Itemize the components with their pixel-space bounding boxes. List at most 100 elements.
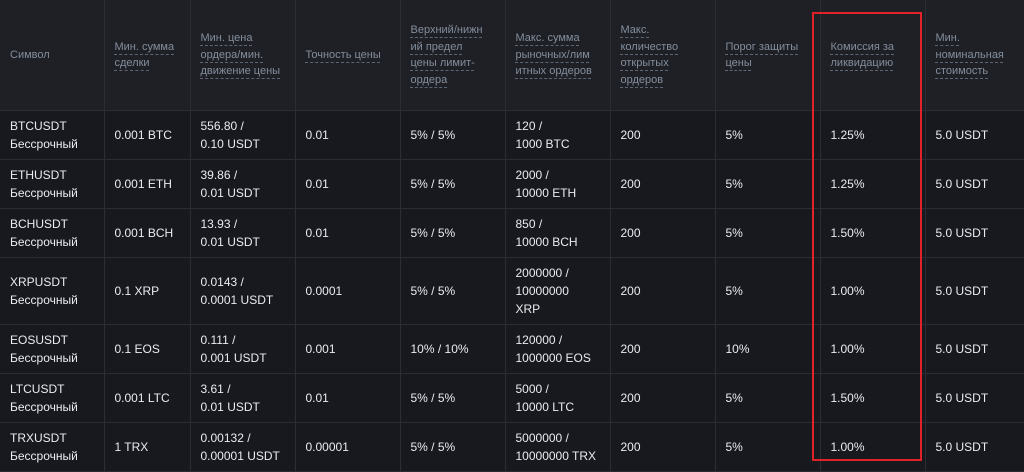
cell-text: 5% / 5% bbox=[410, 177, 456, 191]
table-cell: 0.0001 bbox=[294, 257, 401, 325]
table-cell: 1.25% bbox=[819, 159, 926, 209]
table-cell: 0.01 bbox=[294, 373, 401, 423]
column-header: Мин. номинальная стоимость bbox=[924, 0, 1024, 111]
table-cell: TRXUSDT Бессрочный bbox=[0, 422, 105, 472]
table-cell: ETHUSDT Бессрочный bbox=[0, 159, 105, 209]
cell-text: 0.001 USDT bbox=[200, 351, 267, 365]
table-cell: 5% bbox=[714, 159, 821, 209]
cell-text: 200 bbox=[620, 128, 641, 142]
cell-text: 5% bbox=[725, 177, 743, 191]
table-cell: LTCUSDT Бессрочный bbox=[0, 373, 105, 423]
cell-text: ETHUSDT bbox=[10, 168, 67, 182]
header-row: Символ Мин. сумма сделки Мин. цена ордера/ми… bbox=[0, 0, 1024, 111]
cell-text: количество bbox=[620, 40, 679, 53]
cell-text: Точность цены bbox=[305, 48, 381, 61]
cell-text: TRXUSDT bbox=[10, 431, 67, 445]
cell-text: Порог защиты bbox=[725, 40, 799, 53]
cell-text: 10% / 10% bbox=[410, 342, 469, 356]
cell-text: Бессрочный bbox=[10, 186, 78, 200]
table-cell: 10% / 10% bbox=[399, 324, 506, 374]
cell-text: 5% bbox=[725, 284, 743, 298]
table-cell: 0.001 BTC bbox=[103, 110, 191, 160]
column-header: Точность цены bbox=[294, 0, 401, 111]
table-cell: 5.0 USDT bbox=[924, 324, 1024, 374]
table-cell: 5% bbox=[714, 257, 821, 325]
cell-text: 5.0 USDT bbox=[935, 284, 989, 298]
cell-text: цены лимит- bbox=[410, 57, 475, 69]
table-cell: EOSUSDT Бессрочный bbox=[0, 324, 105, 374]
table-row: EOSUSDT Бессрочный 0.1 EOS 0.111 / 0.001 USD… bbox=[0, 324, 1024, 374]
cell-text: Верхний/нижн bbox=[410, 24, 483, 36]
cell-text: 1.00% bbox=[830, 440, 865, 454]
cell-text: 556.80 / bbox=[200, 119, 244, 133]
cell-text: цены bbox=[725, 57, 752, 69]
cell-text: BCHUSDT bbox=[10, 217, 69, 231]
table-cell: 1.50% bbox=[819, 208, 926, 258]
cell-text: 0.01 USDT bbox=[200, 235, 260, 249]
cell-text: 1.00% bbox=[830, 284, 865, 298]
cell-text: 0.01 USDT bbox=[200, 186, 260, 200]
table-cell: 5% bbox=[714, 110, 821, 160]
table-cell: 2000000 / 10000000 XRP bbox=[504, 257, 611, 325]
cell-text: ликвидацию bbox=[830, 57, 894, 69]
cell-text: 10000000 TRX bbox=[515, 449, 597, 463]
cell-text: 1.00% bbox=[830, 342, 865, 356]
table-cell: 5% / 5% bbox=[399, 159, 506, 209]
cell-text: 0.001 ETH bbox=[114, 177, 172, 191]
table-body: BTCUSDT Бессрочный 0.001 BTC 556.80 / 0.10 U… bbox=[0, 110, 1024, 472]
cell-text: EOSUSDT bbox=[10, 333, 69, 347]
cell-text: 0.0001 USDT bbox=[200, 293, 274, 307]
cell-text: 0.01 bbox=[305, 226, 329, 240]
cell-text: 5% / 5% bbox=[410, 226, 456, 240]
table-cell: 200 bbox=[609, 324, 716, 374]
table-row: BCHUSDT Бессрочный 0.001 BCH 13.93 / 0.01 US… bbox=[0, 208, 1024, 258]
cell-text: 5% bbox=[725, 128, 743, 142]
table-cell: 200 bbox=[609, 110, 716, 160]
cell-text: XRP bbox=[515, 302, 541, 316]
table-row: XRPUSDT Бессрочный 0.1 XRP 0.0143 / 0.0001 U… bbox=[0, 257, 1024, 325]
cell-text: итных ордеров bbox=[515, 65, 592, 78]
table-cell: 5% bbox=[714, 422, 821, 472]
table-cell: 5.0 USDT bbox=[924, 208, 1024, 258]
cell-text: ордера/мин. bbox=[200, 48, 264, 61]
table-cell: 200 bbox=[609, 208, 716, 258]
table-row: LTCUSDT Бессрочный 0.001 LTC 3.61 / 0.01 USD… bbox=[0, 373, 1024, 423]
table-cell: 0.001 BCH bbox=[103, 208, 191, 258]
table-cell: 3.61 / 0.01 USDT bbox=[189, 373, 296, 423]
cell-text: 200 bbox=[620, 226, 641, 240]
cell-text: номинальная bbox=[935, 48, 1004, 61]
cell-text: Макс. bbox=[620, 24, 650, 36]
table-cell: 5.0 USDT bbox=[924, 257, 1024, 325]
column-header: Комиссия за ликвидацию bbox=[819, 0, 926, 111]
cell-text: 5% / 5% bbox=[410, 440, 456, 454]
cell-text: 3.61 / bbox=[200, 382, 231, 396]
table-cell: 556.80 / 0.10 USDT bbox=[189, 110, 296, 160]
table-cell: 0.0143 / 0.0001 USDT bbox=[189, 257, 296, 325]
table-cell: 1.50% bbox=[819, 373, 926, 423]
highlight-box bbox=[812, 12, 922, 461]
table-cell: 0.00132 / 0.00001 USDT bbox=[189, 422, 296, 472]
cell-text: 0.10 USDT bbox=[200, 137, 260, 151]
cell-text: 1.25% bbox=[830, 128, 865, 142]
table-cell: 1.25% bbox=[819, 110, 926, 160]
cell-text: 0.001 bbox=[305, 342, 336, 356]
cell-text: Бессрочный bbox=[10, 235, 78, 249]
cell-text: 1.50% bbox=[830, 226, 865, 240]
cell-text: 0.00001 USDT bbox=[200, 449, 280, 463]
cell-text: сделки bbox=[114, 57, 150, 69]
cell-text: 5.0 USDT bbox=[935, 391, 989, 405]
cell-text: 5.0 USDT bbox=[935, 440, 989, 454]
table-cell: 5.0 USDT bbox=[924, 422, 1024, 472]
cell-text: 0.00132 / bbox=[200, 431, 251, 445]
cell-text: 10000 BCH bbox=[515, 235, 578, 249]
cell-text: ордера bbox=[410, 73, 448, 86]
cell-text: 200 bbox=[620, 440, 641, 454]
cell-text: Бессрочный bbox=[10, 293, 78, 307]
cell-text: 0.001 BTC bbox=[114, 128, 172, 142]
cell-text: LTCUSDT bbox=[10, 382, 65, 396]
cell-text: 13.93 / bbox=[200, 217, 238, 231]
table-cell: XRPUSDT Бессрочный bbox=[0, 257, 105, 325]
cell-text: 120000 / bbox=[515, 333, 563, 347]
table-cell: 5000000 / 10000000 TRX bbox=[504, 422, 611, 472]
